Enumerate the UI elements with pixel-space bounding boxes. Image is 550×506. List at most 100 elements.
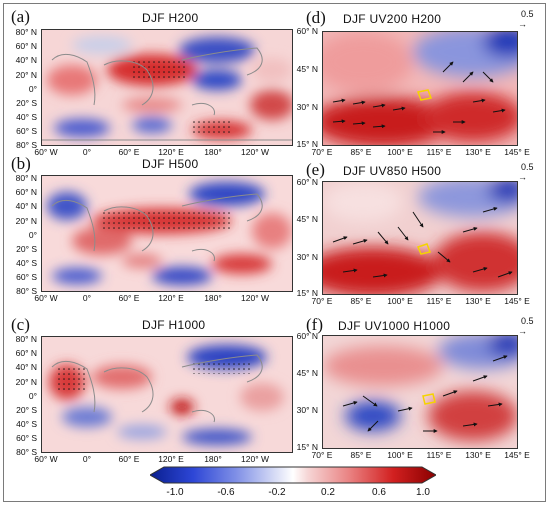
x-tick-label: 70° E: [311, 147, 333, 157]
y-tick-label: 60° N: [296, 331, 318, 341]
x-tick-label: 60° E: [118, 293, 140, 303]
y-tick-label: 60° S: [16, 126, 37, 136]
colorbar-tick-label: 0.2: [321, 487, 335, 498]
x-tick-label: 60° W: [34, 454, 58, 464]
colorbar-tick-label: -0.2: [268, 487, 286, 498]
y-tick-label: 40° S: [16, 258, 37, 268]
y-tick-label: 40° N: [15, 201, 37, 211]
regional-map-plot: [322, 31, 518, 146]
reference-arrow-icon: →: [518, 19, 527, 29]
x-tick-label: 115° E: [426, 296, 452, 306]
y-tick-label: 20° N: [15, 70, 37, 80]
x-tick-label: 70° E: [311, 296, 333, 306]
colorbar-gradient: [150, 466, 436, 484]
x-tick-label: 145° E: [504, 147, 530, 157]
y-tick-label: 80° S: [16, 286, 37, 296]
y-tick-label: 80° N: [15, 27, 37, 37]
panel-title: DJF UV1000 H1000: [338, 319, 451, 333]
x-tick-label: 120° E: [158, 454, 184, 464]
x-tick-label: 120° E: [158, 293, 184, 303]
panel-title: DJF UV850 H500: [343, 164, 442, 178]
y-tick-label: 20° S: [16, 244, 37, 254]
x-tick-label: 100° E: [387, 147, 413, 157]
y-tick-label: 80° N: [15, 173, 37, 183]
x-tick-label: 0°: [82, 147, 92, 157]
reference-vector-value: 0.5: [521, 316, 534, 326]
colorbar-tick-label: -1.0: [166, 487, 184, 498]
y-tick-label: 40° N: [15, 362, 37, 372]
x-tick-label: 120° W: [241, 147, 269, 157]
x-tick-label: 0°: [82, 454, 92, 464]
panel-title: DJF H1000: [142, 318, 206, 332]
global-map-plot: [41, 336, 293, 453]
x-tick-label: 120° W: [241, 454, 269, 464]
y-tick-label: 15° N: [296, 442, 318, 452]
y-tick-label: 20° N: [15, 216, 37, 226]
panel-letter: (b): [11, 154, 31, 173]
panel-letter: (a): [11, 7, 30, 26]
y-tick-label: 30° N: [296, 102, 318, 112]
x-tick-label: 145° E: [504, 450, 530, 460]
y-tick-label: 15° N: [296, 139, 318, 149]
y-tick-label: 60° S: [16, 433, 37, 443]
regional-map-plot: [322, 181, 518, 295]
panel-title: DJF UV200 H200: [343, 12, 442, 26]
x-tick-label: 180°: [204, 293, 222, 303]
y-tick-label: 0°: [28, 230, 37, 240]
y-tick-label: 60° N: [296, 177, 318, 187]
x-tick-label: 100° E: [387, 296, 413, 306]
x-tick-label: 115° E: [426, 147, 452, 157]
x-tick-label: 60° E: [118, 147, 140, 157]
panel-letter: (f): [306, 315, 323, 334]
x-tick-label: 100° E: [387, 450, 413, 460]
colorbar-tick-label: 0.6: [372, 487, 386, 498]
x-tick-label: 70° E: [311, 450, 333, 460]
y-tick-label: 80° S: [16, 447, 37, 457]
reference-arrow-icon: →: [518, 172, 527, 182]
y-tick-label: 40° S: [16, 112, 37, 122]
y-tick-label: 20° S: [16, 405, 37, 415]
reference-arrow-icon: →: [518, 326, 527, 336]
y-tick-label: 45° N: [296, 64, 318, 74]
y-tick-label: 60° S: [16, 272, 37, 282]
x-tick-label: 60° W: [34, 147, 58, 157]
y-tick-label: 40° S: [16, 419, 37, 429]
x-tick-label: 85° E: [350, 296, 372, 306]
x-tick-label: 85° E: [350, 147, 372, 157]
x-tick-label: 85° E: [350, 450, 372, 460]
panel-letter: (d): [306, 8, 326, 27]
y-tick-label: 60° N: [296, 26, 318, 36]
y-tick-label: 60° N: [15, 41, 37, 51]
x-tick-label: 120° W: [241, 293, 269, 303]
x-tick-label: 180°: [204, 454, 222, 464]
x-tick-label: 130° E: [465, 450, 491, 460]
panel-letter: (e): [306, 160, 325, 179]
y-tick-label: 0°: [28, 84, 37, 94]
panel-letter: (c): [11, 315, 30, 334]
colorbar-tick-label: -0.6: [217, 487, 235, 498]
global-map-plot: [41, 29, 293, 146]
y-tick-label: 20° N: [15, 377, 37, 387]
y-tick-label: 80° S: [16, 140, 37, 150]
global-map-plot: [41, 175, 293, 292]
y-tick-label: 0°: [28, 391, 37, 401]
y-tick-label: 20° S: [16, 98, 37, 108]
y-tick-label: 60° N: [15, 187, 37, 197]
y-tick-label: 15° N: [296, 288, 318, 298]
colorbar-tick-label: 1.0: [416, 487, 430, 498]
x-tick-label: 115° E: [426, 450, 452, 460]
x-tick-label: 145° E: [504, 296, 530, 306]
y-tick-label: 30° N: [296, 405, 318, 415]
figure-frame: [3, 3, 546, 502]
y-tick-label: 80° N: [15, 334, 37, 344]
y-tick-label: 45° N: [296, 214, 318, 224]
x-tick-label: 0°: [82, 293, 92, 303]
x-tick-label: 130° E: [465, 296, 491, 306]
reference-vector-value: 0.5: [521, 162, 534, 172]
x-tick-label: 60° E: [118, 454, 140, 464]
panel-title: DJF H200: [142, 11, 199, 25]
y-tick-label: 30° N: [296, 252, 318, 262]
x-tick-label: 130° E: [465, 147, 491, 157]
y-tick-label: 60° N: [15, 348, 37, 358]
reference-vector-value: 0.5: [521, 9, 534, 19]
